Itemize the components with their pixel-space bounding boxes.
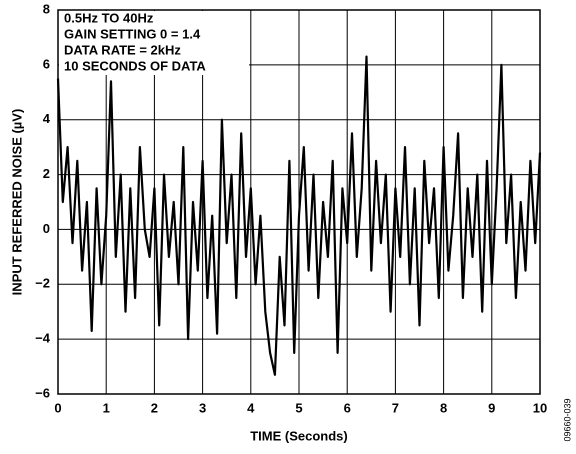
plot-frame xyxy=(57,9,541,395)
y-tick-label: 0 xyxy=(43,221,50,236)
y-tick-label: 6 xyxy=(43,56,50,71)
x-tick-label: 5 xyxy=(295,400,302,415)
x-axis-label: TIME (Seconds) xyxy=(250,428,348,443)
y-tick-label: 2 xyxy=(43,166,50,181)
y-tick-label: 4 xyxy=(43,111,51,126)
x-tick-label: 9 xyxy=(488,400,495,415)
x-tick-label: 2 xyxy=(151,400,158,415)
y-axis-label: INPUT REFERRED NOISE (µV) xyxy=(9,109,24,296)
x-tick-label: 1 xyxy=(103,400,110,415)
noise-line xyxy=(56,55,542,376)
annotation: 10 SECONDS OF DATA xyxy=(64,58,206,73)
x-tick-label: 3 xyxy=(199,400,206,415)
figure-id: 09660-039 xyxy=(562,398,572,441)
x-tick-label: 7 xyxy=(392,400,399,415)
y-tick-label: −4 xyxy=(35,331,51,346)
x-tick-label: 6 xyxy=(344,400,351,415)
annotation: 0.5Hz TO 40Hz xyxy=(64,10,154,25)
y-tick-label: 8 xyxy=(43,1,50,16)
y-tick-label: −2 xyxy=(35,276,50,291)
y-tick-label: −6 xyxy=(35,385,50,400)
x-tick-label: 8 xyxy=(440,400,447,415)
x-tick-label: 4 xyxy=(247,400,255,415)
x-tick-label: 0 xyxy=(54,400,61,415)
annotation-box xyxy=(59,11,249,75)
annotation: DATA RATE = 2kHz xyxy=(64,42,181,57)
annotation: GAIN SETTING 0 = 1.4 xyxy=(64,26,201,41)
x-tick-label: 10 xyxy=(533,400,547,415)
